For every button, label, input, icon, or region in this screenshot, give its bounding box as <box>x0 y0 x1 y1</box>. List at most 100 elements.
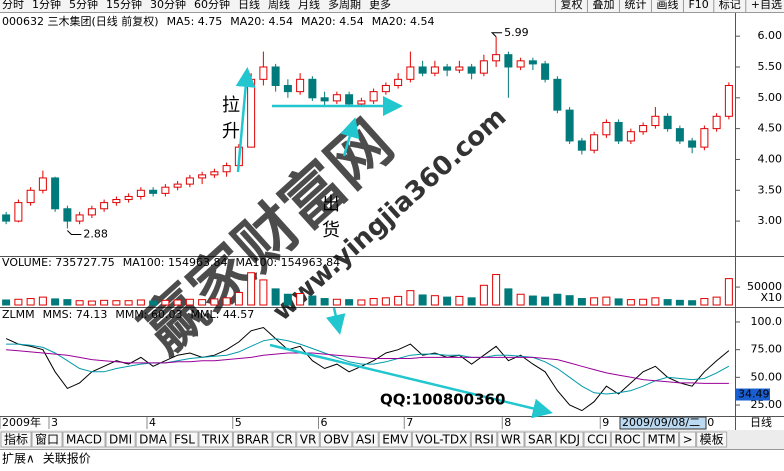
tab[interactable] <box>524 431 556 448</box>
tab[interactable] <box>378 431 412 448</box>
tab-label[interactable]: KDJ <box>559 433 580 447</box>
tab[interactable] <box>497 431 525 448</box>
toolbar-button[interactable]: 标记 <box>719 0 741 11</box>
candle-body <box>541 63 550 80</box>
tab[interactable] <box>232 431 273 448</box>
tab-label[interactable]: DMA <box>139 433 168 447</box>
tab[interactable] <box>105 431 136 448</box>
tab[interactable] <box>296 431 320 448</box>
toolbar-button[interactable]: 复权 <box>560 0 582 11</box>
tab-label[interactable]: ASI <box>356 433 375 447</box>
arrow <box>340 117 360 157</box>
tab-label[interactable]: 指标 <box>4 432 28 447</box>
candle-body <box>516 60 525 68</box>
volume-bar <box>38 296 47 306</box>
period-button[interactable]: 15分钟 <box>106 0 142 11</box>
candle-body <box>553 78 562 111</box>
tab-label[interactable]: CCI <box>587 433 607 447</box>
period-button[interactable]: 日线 <box>238 0 260 11</box>
tab-label[interactable]: ROC <box>614 433 640 447</box>
watermark-qq: QQ:100800360 <box>380 391 505 409</box>
volume-bar <box>590 297 599 306</box>
y-tick-label: 3.50 <box>758 183 783 196</box>
volume-bar <box>185 298 194 306</box>
tab-label[interactable]: EMV <box>382 433 409 447</box>
period-button[interactable]: 30分钟 <box>150 0 186 11</box>
candle-body <box>308 78 317 99</box>
tab-label[interactable]: OBV <box>323 433 349 447</box>
x-tick-label: 4 <box>149 416 156 429</box>
footer-button[interactable]: 扩展∧ <box>2 452 35 466</box>
toolbar-button[interactable]: 画线 <box>656 0 678 11</box>
tab-label[interactable]: 窗口 <box>35 433 59 447</box>
volume-bar <box>234 291 243 306</box>
volume-bar <box>161 299 170 306</box>
candle-body <box>75 214 84 222</box>
period-button[interactable]: 月线 <box>298 0 320 11</box>
tab-label[interactable]: DMI <box>109 433 132 447</box>
period-button[interactable]: 60分钟 <box>194 0 230 11</box>
tab[interactable] <box>170 431 199 448</box>
footer-button[interactable]: 关联报价 <box>43 451 91 466</box>
tab[interactable] <box>62 431 106 448</box>
period-button[interactable]: 5分钟 <box>69 0 98 11</box>
volume-bar <box>553 293 562 306</box>
tab[interactable] <box>319 431 353 448</box>
volume-bar <box>100 299 109 306</box>
candle-body <box>173 183 182 188</box>
volume-bar <box>479 284 488 306</box>
tab[interactable] <box>696 431 728 448</box>
tab-label[interactable]: WR <box>501 433 521 447</box>
tab-label[interactable]: VR <box>300 433 317 447</box>
tab-label[interactable]: VOL-TDX <box>415 433 467 447</box>
tab[interactable] <box>352 431 379 448</box>
tab-label[interactable]: 模板 <box>700 433 724 447</box>
tab-label[interactable]: MTM <box>648 433 676 447</box>
tab-label[interactable]: BRAR <box>236 433 269 447</box>
tab[interactable] <box>583 431 611 448</box>
tab[interactable] <box>644 431 680 448</box>
tab-label[interactable]: TRIX <box>201 433 229 447</box>
toolbar-button[interactable]: +自选 <box>751 0 782 11</box>
toolbar-button[interactable]: 叠加 <box>592 0 614 11</box>
volume-bar <box>222 297 231 306</box>
tab[interactable] <box>272 431 297 448</box>
volume-bar <box>320 298 329 306</box>
selected-date-bg <box>619 416 707 430</box>
tab-label[interactable]: MACD <box>66 433 102 447</box>
tab[interactable] <box>135 431 171 448</box>
tab-label[interactable]: > <box>683 433 693 447</box>
tab[interactable] <box>555 431 584 448</box>
period-button[interactable]: 周线 <box>268 0 290 11</box>
tab[interactable] <box>31 431 63 448</box>
tab-label[interactable]: SAR <box>528 433 552 447</box>
min-label: 2.88 <box>83 227 108 240</box>
x-tick-label: 7 <box>406 416 413 429</box>
period-button[interactable]: 更多 <box>369 0 391 11</box>
toolbar-button[interactable]: 统计 <box>624 0 646 11</box>
period-button[interactable]: 多周期 <box>328 0 361 11</box>
arrow <box>325 307 346 335</box>
tab-label[interactable]: RSI <box>474 433 494 447</box>
volume-bar <box>14 298 23 306</box>
period-button[interactable]: 分时 <box>2 0 24 11</box>
toolbar-button[interactable]: F10 <box>688 0 708 11</box>
volume-bar <box>271 288 280 306</box>
tab[interactable] <box>198 431 233 448</box>
y-tick-label: 4.50 <box>758 122 783 135</box>
volume-bar <box>51 298 60 306</box>
candle-body <box>26 189 35 204</box>
arrow <box>269 343 553 419</box>
y-tick-label: 6.00 <box>758 29 783 42</box>
tab[interactable] <box>411 431 471 448</box>
tab[interactable] <box>610 431 645 448</box>
tab-label[interactable]: CR <box>276 433 293 447</box>
tab[interactable] <box>0 431 32 448</box>
tab[interactable] <box>470 431 498 448</box>
tab[interactable] <box>679 431 697 448</box>
volume-bar <box>357 299 366 306</box>
volume-bar <box>541 296 550 306</box>
period-button[interactable]: 1分钟 <box>32 0 61 11</box>
tab-label[interactable]: FSL <box>174 433 195 447</box>
y-tick-label: 50000 <box>747 280 782 293</box>
